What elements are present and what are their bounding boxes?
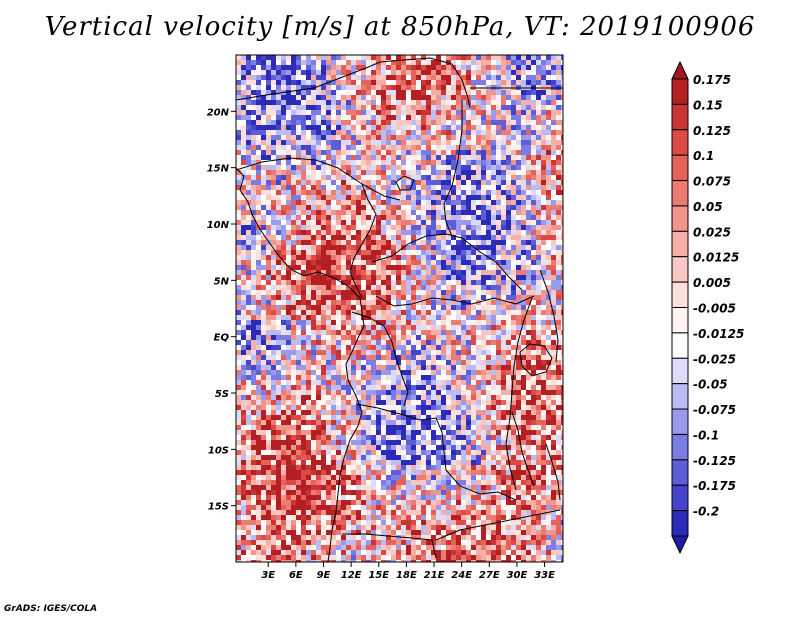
border-chad-sudan xyxy=(443,100,463,237)
lat-tick-label: 20N xyxy=(207,107,230,118)
lon-tick-label: 6E xyxy=(289,570,303,581)
lon-tick-label: 18E xyxy=(396,570,417,581)
border-kenya-uganda xyxy=(539,269,559,363)
colorbar-level-label: -0.2 xyxy=(693,505,719,519)
colorbar-segment xyxy=(671,281,689,309)
lat-tick-label: EQ xyxy=(214,333,230,344)
colorbar-segment xyxy=(671,433,689,461)
colorbar-level-label: 0.05 xyxy=(693,200,723,214)
colorbar-level-label: 0.075 xyxy=(693,175,731,189)
colorbar-top-arrow xyxy=(671,60,689,80)
grads-credit: GrADS: IGES/COLA xyxy=(4,604,98,614)
lat-tick-label: 5N xyxy=(214,276,230,287)
border-car-north xyxy=(371,233,523,291)
border-congo-drc xyxy=(351,311,409,407)
lake-chad xyxy=(395,175,415,191)
colorbar-segment xyxy=(671,510,689,537)
map-title: Vertical velocity [m/s] at 850hPa, VT: 2… xyxy=(44,12,756,42)
colorbar-segment xyxy=(671,484,689,512)
colorbar-level-label: -0.125 xyxy=(693,454,736,468)
lat-tick-label: 10S xyxy=(208,445,229,456)
colorbar-segment xyxy=(671,103,689,131)
longitude-axis: 3E 6E 9E 12E 15E 18E 21E 24E 27E 30E 33E xyxy=(261,562,555,581)
colorbar-bottom-arrow xyxy=(671,535,689,555)
colorbar-segment xyxy=(671,230,689,258)
colorbar-level-label: 0.125 xyxy=(693,124,731,138)
colorbar-segment xyxy=(671,357,689,385)
coastline-central-west xyxy=(327,325,365,562)
border-angola-namibia xyxy=(342,533,437,559)
plot-frame xyxy=(235,54,564,563)
border-zambia-south xyxy=(435,509,561,541)
lat-tick-label: 15N xyxy=(207,164,230,175)
colorbar-segment xyxy=(671,383,689,410)
lon-tick-label: 30E xyxy=(507,570,528,581)
colorbar-segment xyxy=(671,408,689,435)
lat-tick-label: 15S xyxy=(208,502,229,513)
lon-tick-label: 12E xyxy=(341,570,362,581)
lake-malawi xyxy=(545,443,561,501)
colorbar-level-label: 0.15 xyxy=(693,98,723,112)
border-libya-niger xyxy=(379,57,471,109)
colorbar-segment xyxy=(671,459,689,486)
colorbar-segment xyxy=(671,78,689,105)
colorbar-level-label: 0.005 xyxy=(693,276,731,290)
border-nigeria-cameroon xyxy=(349,183,377,299)
vertical-velocity-field xyxy=(236,55,563,562)
lon-tick-label: 27E xyxy=(479,570,500,581)
lake-tanganyika xyxy=(511,411,535,487)
border-drc-angola xyxy=(355,403,517,501)
colorbar-segment xyxy=(671,332,689,359)
colorbar-level-label: -0.0125 xyxy=(693,327,744,341)
colorbar-level-label: -0.025 xyxy=(693,352,736,366)
border-drc-east xyxy=(505,297,533,491)
border-niger-nigeria xyxy=(236,157,401,201)
colorbar-segment xyxy=(671,129,689,156)
lake-victoria xyxy=(519,343,553,377)
colorbar-segment xyxy=(671,256,689,283)
colorbar-level-label: -0.175 xyxy=(693,479,736,493)
colorbar-level-label: 0.0125 xyxy=(693,251,739,265)
colorbar-segment xyxy=(671,154,689,182)
lat-tick-label: 10N xyxy=(207,220,230,231)
colorbar-level-label: 0.175 xyxy=(693,73,731,87)
colorbar-segment xyxy=(671,307,689,334)
lon-tick-label: 15E xyxy=(368,570,389,581)
lon-tick-label: 33E xyxy=(534,570,555,581)
lon-tick-label: 21E xyxy=(424,570,445,581)
colorbar-level-label: -0.05 xyxy=(693,378,728,392)
country-borders xyxy=(236,57,563,562)
lon-tick-label: 24E xyxy=(451,570,472,581)
latitude-axis: 20N 15N 10N 5N EQ 5S 10S 15S xyxy=(207,107,236,513)
colorbar: 0.175 0.15 0.125 0.1 0.075 0.05 0.025 0.0125 0.0… xyxy=(671,60,744,555)
lon-tick-label: 3E xyxy=(261,570,275,581)
colorbar-segment xyxy=(671,205,689,232)
colorbar-segment xyxy=(671,180,689,207)
border-algeria-niger xyxy=(236,61,381,101)
coastline-west-africa xyxy=(236,167,365,327)
colorbar-level-label: 0.1 xyxy=(693,149,714,163)
colorbar-level-label: -0.1 xyxy=(693,428,719,442)
colorbar-level-label: -0.005 xyxy=(693,302,736,316)
colorbar-level-label: 0.025 xyxy=(693,225,731,239)
lat-tick-label: 5S xyxy=(215,389,229,400)
border-car-south xyxy=(375,295,535,307)
lon-tick-label: 9E xyxy=(317,570,331,581)
colorbar-level-label: -0.075 xyxy=(693,403,736,417)
